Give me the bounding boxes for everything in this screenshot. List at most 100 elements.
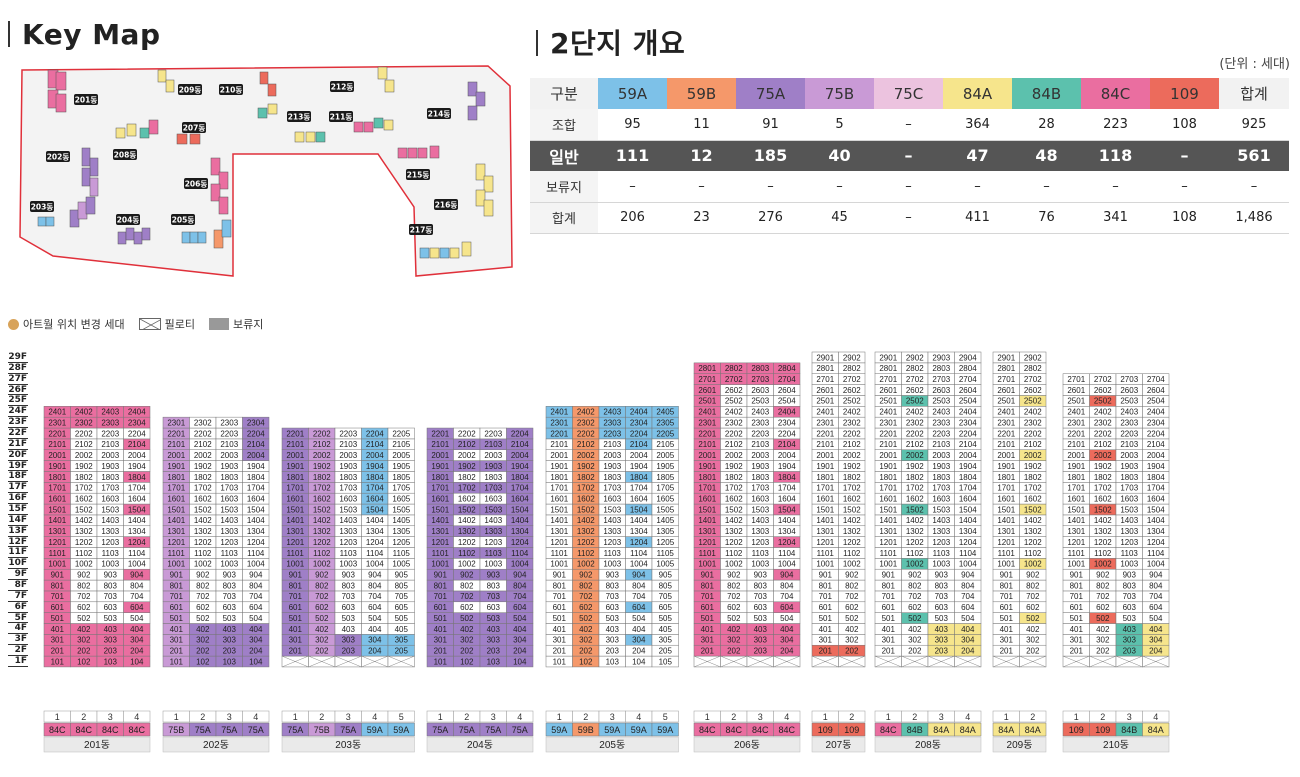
unit-cell — [838, 395, 866, 407]
unit-number: 203 — [223, 647, 237, 656]
piloti-cell — [1019, 655, 1047, 668]
unit-number: 1601 — [431, 494, 449, 503]
table-header-cell: 합계 — [1219, 78, 1289, 109]
table-cell: – — [1150, 140, 1219, 171]
unit-cell — [1142, 525, 1170, 537]
unit-number: 1501 — [167, 505, 185, 514]
table-cell: – — [874, 109, 943, 141]
unit-cell — [242, 601, 270, 613]
line-number: 1 — [438, 712, 443, 722]
line-number-cell — [1115, 710, 1143, 723]
unit-number: 1602 — [458, 494, 476, 503]
unit-number: 902 — [77, 571, 91, 580]
unit-number: 1603 — [220, 494, 238, 503]
unit-number: 1401 — [48, 516, 66, 525]
unit-cell — [625, 655, 653, 668]
unit-cell — [874, 514, 902, 527]
unit-cell — [811, 601, 839, 613]
unit-number: 1201 — [997, 538, 1015, 547]
unit-cell — [1019, 568, 1047, 581]
unit-cell — [242, 590, 270, 603]
unit-number: 1204 — [366, 538, 384, 547]
unit-cell — [506, 623, 534, 635]
unit-cell — [927, 492, 955, 505]
unit-number: 2402 — [906, 408, 924, 417]
unit-cell — [545, 438, 573, 450]
unit-cell — [954, 558, 982, 570]
unit-number: 604 — [249, 603, 263, 612]
unit-number: 2002 — [313, 451, 331, 460]
unit-number: 401 — [434, 625, 448, 634]
unit-number: 2002 — [1024, 451, 1042, 460]
unit-number: 702 — [845, 592, 859, 601]
unit-cell — [720, 623, 748, 635]
unit-cell — [720, 492, 748, 505]
unit-cell — [992, 612, 1020, 624]
unit-number: 2402 — [577, 408, 595, 417]
unit-number: 105 — [659, 657, 673, 666]
unit-number: 704 — [130, 592, 144, 601]
map-building-block — [407, 147, 418, 159]
unit-cell — [992, 514, 1020, 527]
unit-number: 2602 — [906, 386, 924, 395]
unit-cell — [387, 514, 415, 527]
unit-number: 2503 — [751, 397, 769, 406]
unit-number: 2802 — [843, 364, 861, 373]
unit-number: 2701 — [997, 375, 1015, 384]
unit-cell — [1019, 623, 1047, 635]
unit-cell — [242, 547, 270, 559]
unit-cell — [901, 536, 929, 548]
unit-number: 2401 — [1067, 408, 1085, 417]
unit-cell — [426, 427, 454, 440]
unit-number: 2201 — [698, 429, 716, 438]
unit-cell — [746, 525, 774, 537]
unit-cell — [901, 427, 929, 440]
unit-number: 2201 — [1067, 429, 1085, 438]
unit-cell — [1089, 536, 1117, 548]
unit-number: 2004 — [128, 451, 146, 460]
unit-number: 1502 — [843, 505, 861, 514]
unit-cell — [693, 590, 721, 603]
unit-cell — [693, 525, 721, 537]
unit-number: 401 — [170, 625, 184, 634]
unit-cell — [96, 623, 124, 635]
unit-number: 2604 — [778, 386, 796, 395]
unit-number: 305 — [659, 636, 673, 645]
unit-number: 2005 — [392, 451, 410, 460]
unit-cell — [927, 568, 955, 581]
unit-cell — [1062, 579, 1090, 592]
unit-number: 1505 — [392, 505, 410, 514]
unit-cell — [693, 634, 721, 646]
unit-number: 504 — [513, 614, 527, 623]
unit-cell — [1115, 644, 1143, 657]
unit-number: 1004 — [1147, 560, 1165, 569]
unit-number: 1102 — [725, 549, 743, 558]
unit-number: 1604 — [247, 494, 265, 503]
unit-number: 104 — [632, 657, 646, 666]
unit-cell — [162, 525, 190, 537]
line-number: 2 — [319, 712, 324, 722]
unit-cell — [693, 568, 721, 581]
unit-number: 2101 — [879, 440, 897, 449]
type-cell — [308, 722, 336, 737]
unit-number: 203 — [342, 647, 356, 656]
unit-number: 1601 — [48, 494, 66, 503]
map-building-block — [218, 171, 229, 190]
map-building-label: 210동 — [219, 84, 243, 95]
unit-number: 1602 — [843, 494, 861, 503]
unit-cell — [773, 373, 801, 385]
unit-number: 1801 — [431, 473, 449, 482]
unit-number: 2104 — [1147, 440, 1165, 449]
unit-cell — [43, 655, 71, 668]
unit-cell — [334, 438, 362, 450]
unit-number: 803 — [1123, 581, 1137, 590]
unit-cell — [954, 449, 982, 461]
building-name-bar — [43, 736, 151, 753]
unit-cell — [927, 384, 955, 396]
unit-number: 1003 — [339, 560, 357, 569]
unit-number: 802 — [196, 581, 210, 590]
unit-cell — [43, 558, 71, 570]
unit-cell — [123, 536, 151, 548]
unit-cell — [773, 590, 801, 603]
unit-cell — [1019, 547, 1047, 559]
